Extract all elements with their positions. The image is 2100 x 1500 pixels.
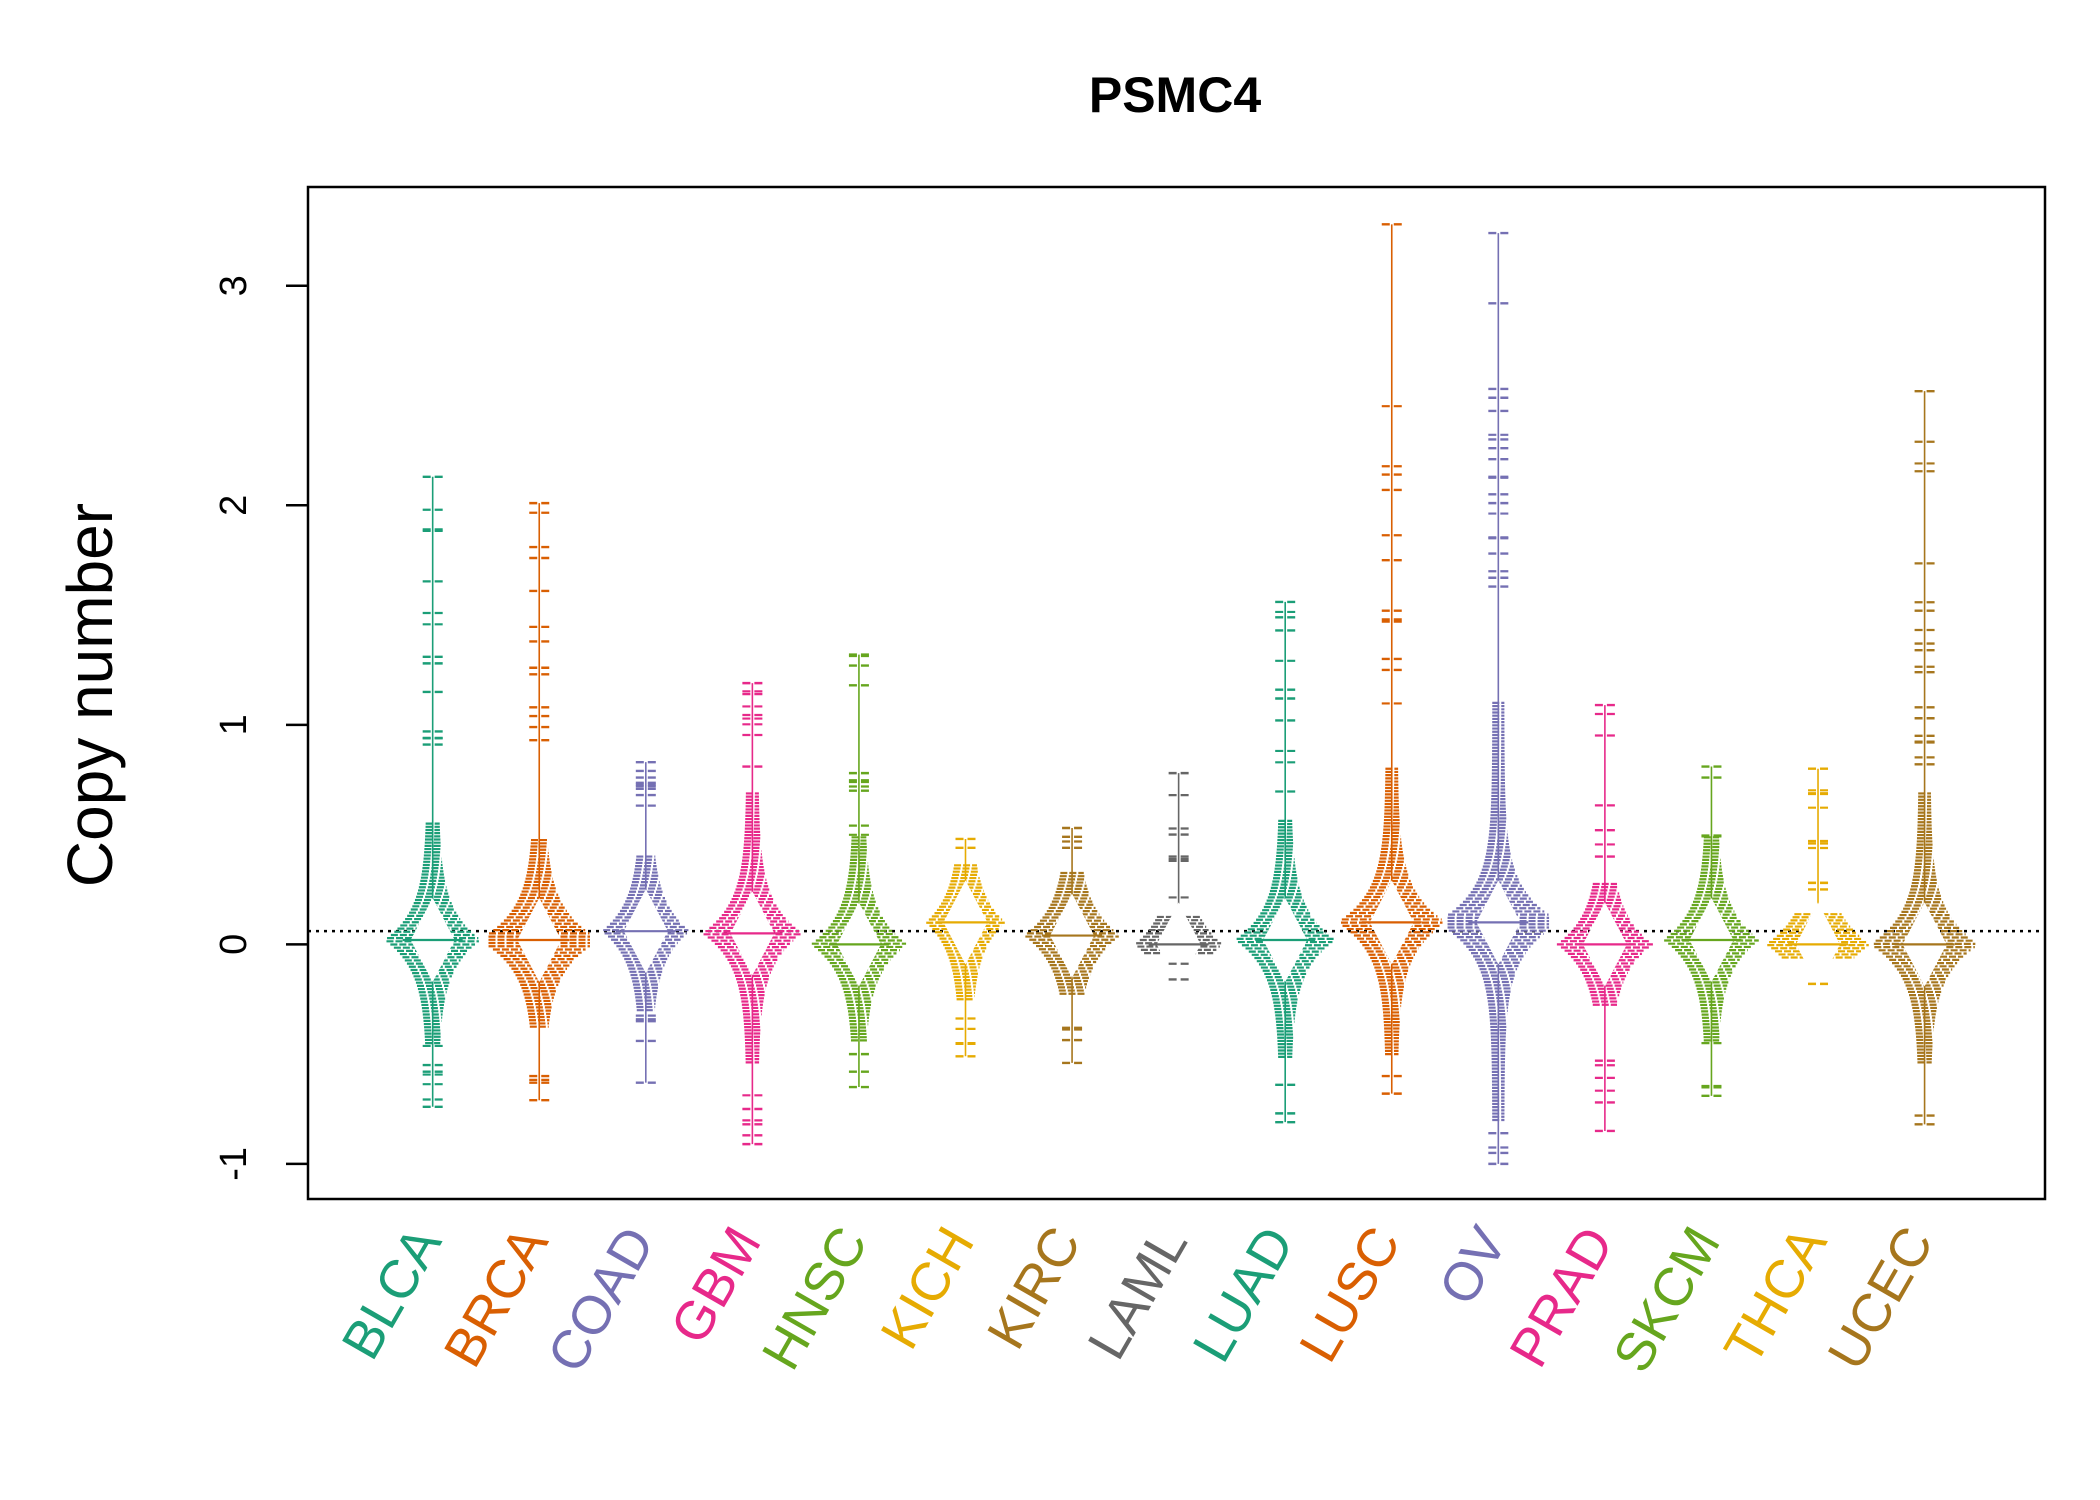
y-tick-label: 1 [213, 714, 255, 735]
series-skcm [1664, 765, 1759, 1098]
chart-title: PSMC4 [1089, 67, 1261, 123]
series-ov [1447, 231, 1550, 1166]
series-blca [386, 475, 479, 1109]
y-tick-label: 2 [213, 495, 255, 516]
series-hnsc [811, 653, 907, 1089]
y-axis-label: Copy number [54, 503, 126, 887]
series-prad [1556, 703, 1653, 1133]
y-tick-label: 0 [213, 934, 255, 955]
y-tick-label: 3 [213, 275, 255, 296]
series-gbm [703, 681, 802, 1146]
series-lusc [1341, 223, 1443, 1095]
series-coad [603, 760, 689, 1084]
series-brca [488, 501, 591, 1102]
series-ucec [1873, 389, 1976, 1126]
series-luad [1236, 600, 1334, 1124]
y-tick-label: -1 [213, 1147, 255, 1181]
series-kich [926, 837, 1005, 1058]
series-thca [1767, 767, 1869, 987]
series-kirc [1025, 826, 1119, 1065]
plot-area [308, 223, 2045, 1166]
plot-frame [306, 185, 2047, 1201]
series-laml [1136, 771, 1222, 987]
